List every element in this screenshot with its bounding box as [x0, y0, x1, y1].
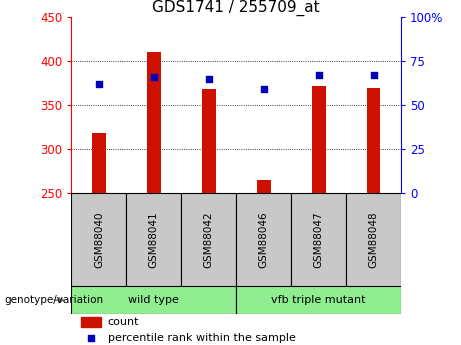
Text: GSM88048: GSM88048	[369, 211, 378, 268]
Point	[260, 87, 267, 92]
Bar	[181, 193, 236, 286]
Bar	[236, 193, 291, 286]
Point	[95, 81, 103, 87]
Bar	[202, 89, 216, 193]
Text: vfb triple mutant: vfb triple mutant	[272, 295, 366, 305]
Text: GSM88040: GSM88040	[94, 211, 104, 268]
Bar	[147, 52, 161, 193]
Text: GSM88046: GSM88046	[259, 211, 269, 268]
Text: genotype/variation: genotype/variation	[5, 295, 104, 305]
Text: percentile rank within the sample: percentile rank within the sample	[108, 333, 296, 343]
Point	[150, 74, 158, 80]
Text: GSM88047: GSM88047	[313, 211, 324, 268]
Text: GSM88042: GSM88042	[204, 211, 214, 268]
Text: GSM88041: GSM88041	[149, 211, 159, 268]
Bar	[81, 317, 101, 327]
Bar	[257, 180, 271, 193]
Title: GDS1741 / 255709_at: GDS1741 / 255709_at	[153, 0, 320, 16]
Bar	[367, 88, 380, 193]
Bar	[71, 286, 236, 314]
Bar	[291, 193, 346, 286]
Bar	[126, 193, 181, 286]
Bar	[92, 134, 106, 193]
Point	[370, 72, 377, 78]
Bar	[236, 286, 401, 314]
Point	[315, 72, 322, 78]
Bar	[346, 193, 401, 286]
Text: wild type: wild type	[129, 295, 179, 305]
Text: count: count	[108, 317, 139, 327]
Bar	[312, 86, 325, 193]
Point	[88, 335, 95, 341]
Bar	[71, 193, 126, 286]
Point	[205, 76, 213, 82]
